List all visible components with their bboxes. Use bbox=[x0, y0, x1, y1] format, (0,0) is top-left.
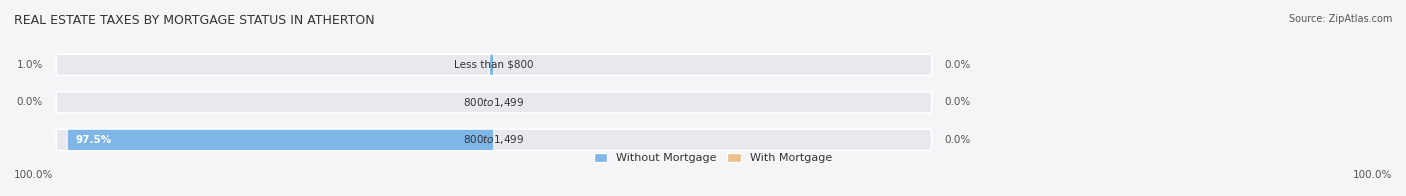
Text: $800 to $1,499: $800 to $1,499 bbox=[463, 96, 524, 109]
Text: 1.0%: 1.0% bbox=[17, 60, 44, 70]
Text: Source: ZipAtlas.com: Source: ZipAtlas.com bbox=[1288, 14, 1392, 24]
FancyBboxPatch shape bbox=[489, 54, 494, 75]
Text: 100.0%: 100.0% bbox=[14, 170, 53, 180]
Text: $800 to $1,499: $800 to $1,499 bbox=[463, 133, 524, 146]
Text: 0.0%: 0.0% bbox=[945, 135, 972, 145]
FancyBboxPatch shape bbox=[56, 92, 932, 113]
FancyBboxPatch shape bbox=[67, 129, 494, 151]
Text: 0.0%: 0.0% bbox=[17, 97, 44, 107]
Text: 0.0%: 0.0% bbox=[945, 60, 972, 70]
Text: 97.5%: 97.5% bbox=[76, 135, 112, 145]
Text: Less than $800: Less than $800 bbox=[454, 60, 534, 70]
Legend: Without Mortgage, With Mortgage: Without Mortgage, With Mortgage bbox=[589, 148, 837, 168]
Text: 0.0%: 0.0% bbox=[945, 97, 972, 107]
FancyBboxPatch shape bbox=[56, 54, 932, 75]
Text: REAL ESTATE TAXES BY MORTGAGE STATUS IN ATHERTON: REAL ESTATE TAXES BY MORTGAGE STATUS IN … bbox=[14, 14, 374, 27]
Text: 100.0%: 100.0% bbox=[1353, 170, 1392, 180]
FancyBboxPatch shape bbox=[56, 129, 932, 151]
